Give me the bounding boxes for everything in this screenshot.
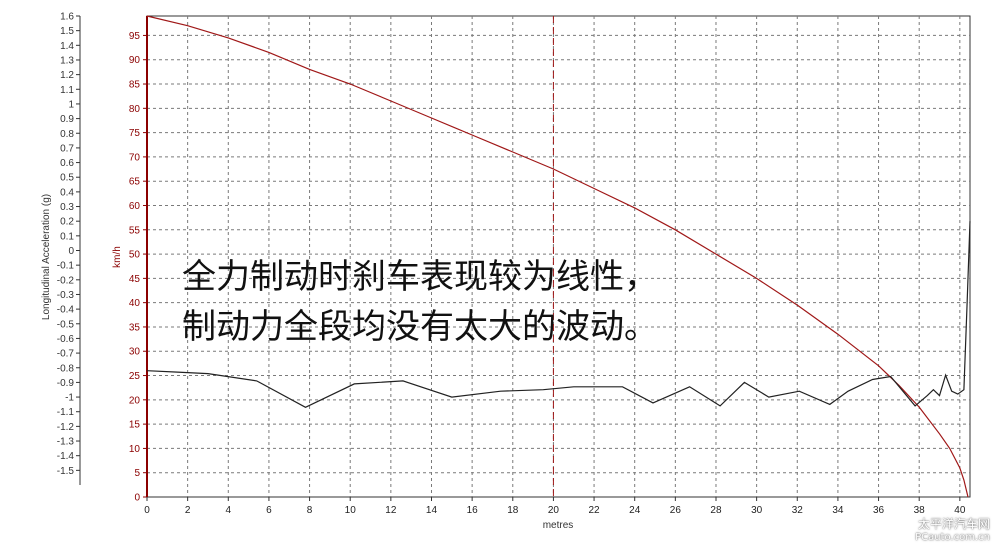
g-tick-label: 0.7 [60, 143, 74, 154]
speed-tick-label: 95 [129, 31, 141, 42]
x-tick-label: 4 [226, 505, 232, 516]
g-tick-label: -0.8 [57, 363, 75, 374]
g-tick-label: 1.6 [60, 12, 74, 23]
grid [147, 16, 970, 497]
x-tick-label: 12 [385, 505, 397, 516]
x-tick-label: 22 [588, 505, 600, 516]
speed-tick-label: 55 [129, 225, 141, 236]
speed-tick-label: 20 [129, 395, 141, 406]
x-tick-label: 38 [914, 505, 926, 516]
g-tick-label: -1 [65, 393, 74, 404]
g-tick-label: 0.2 [60, 217, 74, 228]
speed-tick-label: 5 [134, 468, 140, 479]
x-tick-label: 28 [710, 505, 722, 516]
g-tick-label: -0.2 [57, 275, 75, 286]
speed-series-line [146, 15, 969, 498]
watermark-line-1: 太平洋汽车网 [917, 517, 990, 531]
g-tick-label: -1.1 [57, 407, 75, 418]
x-tick-label: 30 [751, 505, 763, 516]
x-tick-label: 26 [670, 505, 682, 516]
speed-tick-label: 70 [129, 152, 141, 163]
watermark: 太平洋汽车网 PCauto.com.cn [915, 518, 990, 544]
g-tick-label: -1.2 [57, 422, 75, 433]
x-tick-label: 0 [144, 505, 150, 516]
x-tick-label: 34 [832, 505, 844, 516]
speed-tick-label: 35 [129, 322, 141, 333]
g-tick-label: 0.4 [60, 187, 74, 198]
speed-tick-label: 60 [129, 201, 141, 212]
x-tick-label: 40 [954, 505, 966, 516]
g-tick-label: 1.4 [60, 41, 74, 52]
g-tick-label: -1.3 [57, 437, 75, 448]
x-axis-label: metres [543, 520, 574, 531]
speed-tick-label: 40 [129, 298, 141, 309]
annotation-line-2: 制动力全段均没有太大的波动。 [182, 307, 658, 347]
speed-tick-label: 45 [129, 274, 141, 285]
g-tick-label: -0.6 [57, 334, 75, 345]
x-tick-label: 24 [629, 505, 641, 516]
speed-tick-label: 65 [129, 177, 141, 188]
g-tick-label: -0.4 [57, 305, 75, 316]
g-tick-label: -0.3 [57, 290, 75, 301]
x-tick-label: 6 [266, 505, 272, 516]
g-tick-label: 1.2 [60, 70, 74, 81]
annotation-line-1: 全力制动时刹车表现较为线性， [182, 257, 658, 297]
g-tick-label: 1.5 [60, 26, 74, 37]
g-tick-label: 0.6 [60, 158, 74, 169]
x-tick-label: 14 [426, 505, 438, 516]
g-tick-label: -1.5 [57, 466, 75, 477]
g-tick-label: 0.5 [60, 173, 74, 184]
acceleration-series-line [146, 221, 971, 408]
plot-frame [146, 15, 971, 498]
x-tick-label: 18 [507, 505, 519, 516]
speed-tick-label: 50 [129, 250, 141, 261]
g-axis-ticks: 1.6 1.5 1.4 1.3 1.2 1.1 1 0.9 0.8 0.7 0.6 0.5 0.4 0.3… [57, 12, 80, 477]
y-left-axis-label: Longitudinal Acceleration (g) [41, 194, 52, 320]
x-tick-label: 8 [307, 505, 313, 516]
x-tick-label: 36 [873, 505, 885, 516]
series-layer [146, 15, 971, 498]
speed-tick-label: 80 [129, 104, 141, 115]
watermark-line-2: PCauto.com.cn [915, 532, 990, 543]
g-tick-label: -0.7 [57, 349, 75, 360]
x-tick-label: 2 [185, 505, 191, 516]
x-tick-label: 16 [467, 505, 479, 516]
g-tick-label: 0.1 [60, 231, 74, 242]
g-tick-label: 1.3 [60, 55, 74, 66]
g-tick-label: 0.3 [60, 202, 74, 213]
g-tick-label: 1 [68, 99, 74, 110]
g-tick-label: -0.1 [57, 261, 75, 272]
g-tick-label: -0.5 [57, 319, 75, 330]
speed-tick-label: 25 [129, 371, 141, 382]
annotation-text: 全力制动时刹车表现较为线性， 制动力全段均没有太大的波动。 [182, 252, 658, 352]
speed-tick-label: 75 [129, 128, 141, 139]
g-tick-label: 0.9 [60, 114, 74, 125]
y-right-axis-label: km/h [112, 246, 123, 268]
g-tick-label: -1.4 [57, 451, 75, 462]
g-tick-label: 0.8 [60, 129, 74, 140]
x-tick-label: 32 [792, 505, 804, 516]
speed-tick-label: 15 [129, 420, 141, 431]
speed-tick-label: 0 [134, 493, 140, 504]
x-axis-ticks: 0 2 4 6 8 10 12 14 16 18 20 22 24 26 28 30 32 34 36 38 40 [144, 497, 966, 516]
g-tick-label: 0 [68, 246, 74, 257]
speed-tick-label: 30 [129, 347, 141, 358]
g-tick-label: -0.9 [57, 378, 75, 389]
x-tick-label: 10 [345, 505, 357, 516]
g-tick-label: 1.1 [60, 85, 74, 96]
x-tick-label: 20 [548, 505, 560, 516]
speed-tick-label: 85 [129, 80, 141, 91]
speed-tick-label: 90 [129, 55, 141, 66]
speed-tick-label: 10 [129, 444, 141, 455]
